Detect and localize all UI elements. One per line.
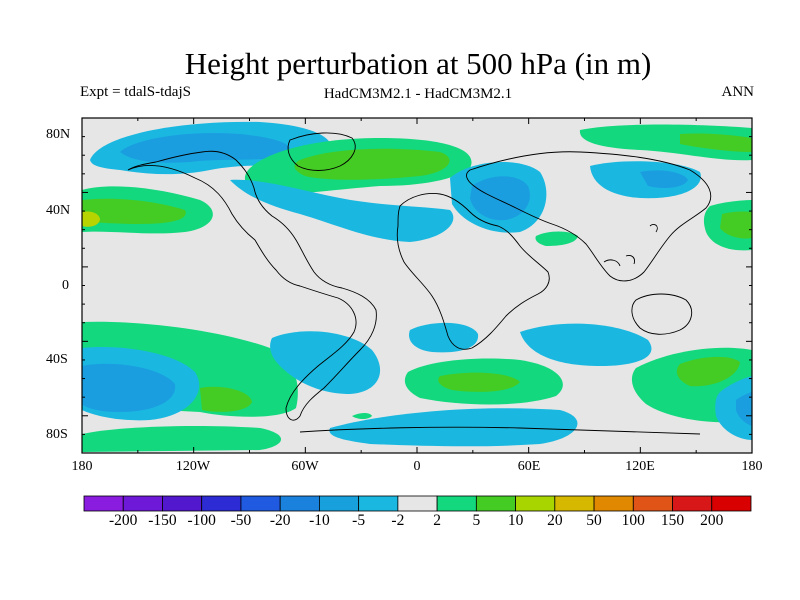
colorbar-swatch (554, 495, 595, 512)
plot-title: Height perturbation at 500 hPa (in m) (184, 46, 652, 81)
coast-australia (631, 293, 693, 335)
colorbar-level-label: -10 (309, 512, 330, 529)
colorbar-swatch (162, 495, 203, 512)
axis-ticks (81, 117, 753, 454)
lon-tick-label: 120W (175, 459, 211, 474)
colorbar-level-label: 200 (700, 512, 724, 529)
colorbar-level-label: -20 (269, 512, 291, 529)
colorbar-swatch (319, 495, 360, 512)
contour-south-pacific-core-negative (82, 363, 176, 412)
season-label: ANN (721, 84, 755, 100)
lat-tick-label: 0 (62, 278, 69, 293)
colorbar-swatch (397, 495, 438, 512)
lon-tick-label: 0 (413, 459, 421, 474)
contour-eurasia-core (470, 176, 530, 221)
colorbar-swatch (593, 495, 634, 512)
coastlines (127, 132, 712, 435)
colorbar-level-label: 20 (547, 512, 563, 529)
colorbar-level-label: 150 (660, 512, 685, 529)
coast-islands (603, 223, 658, 267)
lon-tick-label: 180 (741, 459, 763, 474)
colorbar-swatch (632, 495, 673, 512)
contour-antarctic-positive (82, 426, 282, 452)
colorbar-level-label: 2 (433, 512, 441, 529)
lon-tick-label: 60W (291, 459, 319, 474)
colorbar-level-label: 10 (507, 512, 524, 529)
coast-africa-europe (396, 193, 550, 350)
contour-greenland-core (294, 148, 450, 180)
contour-sp-east-core (736, 392, 752, 426)
lat-tick-label: 40N (46, 203, 71, 218)
colorbar-swatch (279, 495, 320, 512)
coast-americas (127, 150, 377, 421)
lat-tick-label: 80S (46, 427, 68, 442)
colorbar-swatch (201, 495, 242, 512)
lon-tick-label: 60E (517, 459, 541, 474)
lon-tick-label: 180 (71, 459, 93, 474)
contour-south-indian-core (676, 356, 740, 387)
height-anomaly-field (82, 121, 752, 452)
model-label: HadCM3M2.1 - HadCM3M2.1 (323, 86, 513, 102)
contour-south-america-negative (270, 331, 381, 394)
coast-antarctica (299, 426, 701, 435)
colorbar-level-label: -2 (391, 512, 405, 529)
colorbar-swatch (515, 495, 556, 512)
contour-indian-ocean-negative (520, 323, 652, 366)
colorbar-level-label: -5 (352, 512, 366, 529)
colorbar-level-label: 100 (621, 512, 645, 529)
colorbar-swatch (672, 495, 713, 512)
contour-small-positive (352, 413, 372, 419)
lon-tick-label: 120E (625, 459, 655, 474)
colorbar-swatch (122, 495, 163, 512)
coast-asia (466, 151, 712, 282)
experiment-label: Expt = tdalS-tdajS (80, 84, 191, 100)
colorbar-swatch (83, 495, 124, 512)
contour-south-pacific-core (200, 386, 252, 412)
colorbar-level-label: -100 (187, 512, 216, 529)
colorbar-swatch (240, 495, 281, 512)
coast-greenland (287, 132, 356, 171)
contour-arctic-east-core (680, 133, 752, 152)
lat-tick-label: 40S (46, 352, 68, 367)
contour-south-atlantic-core (438, 372, 520, 392)
contour-arabia-positive (535, 231, 578, 246)
contour-pacific-strong (82, 211, 100, 227)
colorbar-swatch (711, 495, 752, 512)
contour-arctic-negative-core (120, 132, 290, 163)
colorbar (83, 495, 752, 512)
contour-npac-east-core (720, 211, 752, 239)
colorbar-swatch (436, 495, 477, 512)
colorbar-swatch (358, 495, 399, 512)
lat-tick-label: 80N (46, 127, 71, 142)
colorbar-level-label: 5 (472, 512, 481, 529)
colorbar-level-label: -150 (148, 512, 177, 529)
colorbar-swatch (475, 495, 516, 512)
colorbar-level-label: -200 (109, 512, 138, 529)
colorbar-level-label: 50 (586, 512, 602, 529)
colorbar-level-label: -50 (230, 512, 252, 529)
contour-siberia-core (640, 170, 688, 188)
contour-north-pacific-core (82, 198, 186, 224)
contour-south-pacific-east-negative (715, 376, 752, 440)
contour-south-africa-negative (408, 322, 479, 353)
contour-arctic-east-positive (579, 124, 752, 161)
